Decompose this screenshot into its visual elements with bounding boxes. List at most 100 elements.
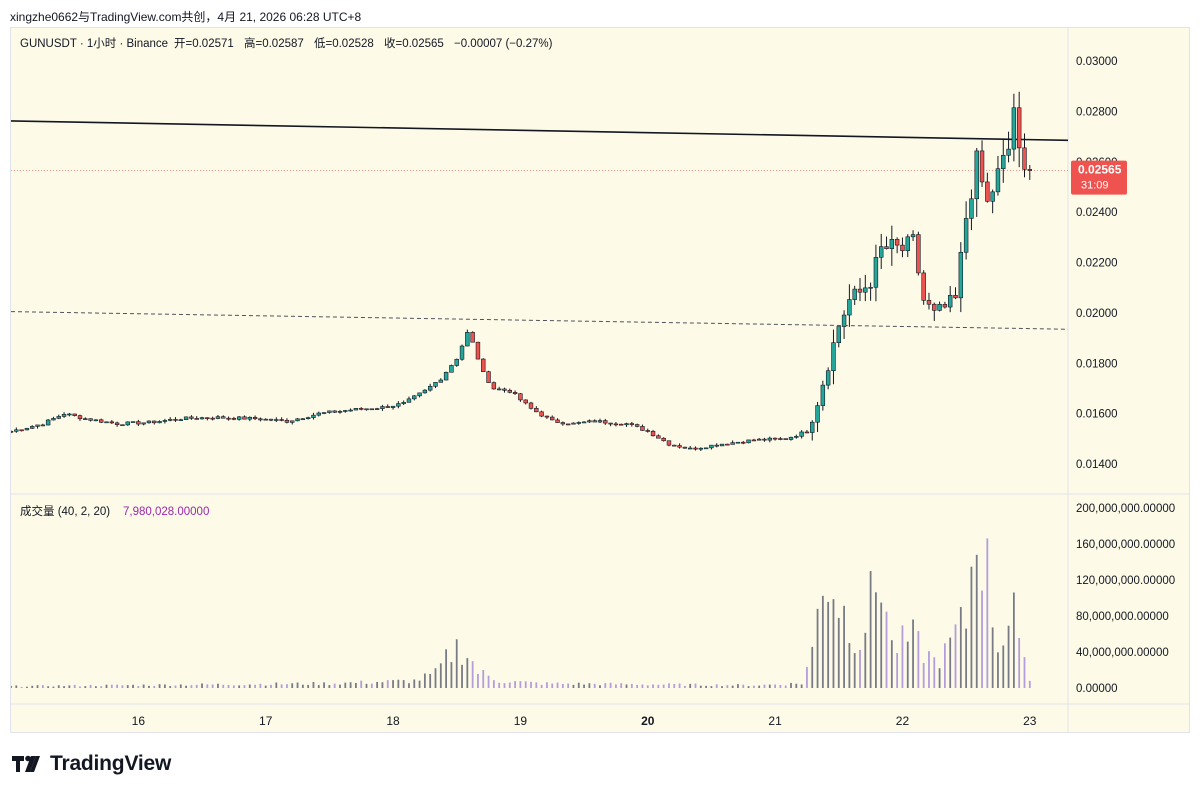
- volume-tick-label: 200,000,000.00000: [1076, 503, 1175, 515]
- volume-bar: [890, 640, 893, 688]
- volume-bar: [652, 684, 654, 688]
- volume-bar: [758, 685, 761, 688]
- candle: [810, 420, 815, 441]
- candle: [677, 443, 682, 449]
- volume-bar: [784, 685, 787, 688]
- price-tag-countdown: 31:09: [1081, 180, 1109, 192]
- volume-bar: [471, 661, 474, 688]
- volume-bar: [105, 684, 108, 688]
- candle-body: [327, 410, 332, 413]
- volume-bar: [47, 686, 50, 688]
- candle-body: [422, 389, 428, 394]
- candle-body: [496, 388, 502, 391]
- volume-bar: [275, 682, 278, 688]
- resistance-trendline[interactable]: [11, 120, 1069, 142]
- candle: [417, 392, 422, 398]
- volume-bar: [307, 684, 310, 688]
- candle-body: [735, 441, 741, 444]
- candle: [337, 410, 343, 414]
- volume-bar: [912, 619, 914, 688]
- candle: [725, 443, 730, 446]
- volume-bar: [413, 679, 416, 688]
- legend-change: −0.00007 (−0.27%): [454, 38, 553, 50]
- candle: [799, 430, 804, 439]
- volume-bar: [970, 566, 973, 688]
- support-trendline[interactable]: [11, 311, 1069, 330]
- candle: [300, 418, 306, 421]
- volume-bar: [317, 685, 320, 688]
- candle-body: [321, 412, 327, 414]
- candle-body: [141, 422, 146, 425]
- volume-bar: [774, 684, 776, 688]
- candle-body: [847, 299, 852, 316]
- candle-body: [730, 442, 735, 445]
- candle-body: [979, 150, 985, 183]
- candle-body: [120, 424, 125, 427]
- candle-body: [762, 438, 767, 441]
- volume-bar: [376, 681, 379, 688]
- volume-bar: [859, 649, 861, 688]
- volume-bar: [386, 680, 389, 688]
- volume-bar: [185, 685, 188, 688]
- candle-body: [401, 402, 406, 404]
- volume-bar: [270, 684, 272, 688]
- volume-bar: [726, 685, 729, 688]
- candle: [921, 270, 926, 305]
- candle-body: [592, 420, 597, 423]
- chart-canvas[interactable]: 0.030000.028000.026000.024000.022000.020…: [11, 28, 1189, 732]
- candle-body: [772, 437, 778, 440]
- candle: [974, 147, 979, 217]
- candle-body: [14, 429, 19, 432]
- candle-body: [305, 417, 311, 420]
- candle: [290, 420, 295, 425]
- volume-bar: [673, 683, 676, 688]
- candle-body: [183, 416, 189, 421]
- volume-bar: [41, 685, 44, 688]
- volume-bar: [721, 686, 723, 688]
- volume-bar: [477, 673, 479, 688]
- volume-bar: [625, 684, 628, 688]
- candle-body: [24, 427, 30, 431]
- volume-bar: [540, 684, 543, 688]
- candle-body: [528, 402, 534, 409]
- candle: [205, 417, 210, 421]
- volume-bar: [174, 685, 177, 688]
- candle: [852, 285, 857, 306]
- candle-body: [889, 238, 895, 249]
- candle: [534, 406, 539, 413]
- candle: [390, 405, 396, 410]
- candle-body: [873, 257, 879, 288]
- volume-bar: [1007, 625, 1010, 688]
- candle-body: [449, 365, 454, 373]
- candle-body: [83, 418, 88, 420]
- candle-body: [815, 405, 820, 423]
- volume-bar: [259, 683, 262, 688]
- candle-body: [645, 430, 650, 432]
- price-tick-label: 0.01400: [1076, 459, 1118, 471]
- volume-bar: [519, 681, 522, 688]
- volume-bar: [896, 652, 899, 688]
- volume-bar: [683, 685, 686, 688]
- candle: [242, 415, 247, 420]
- volume-bar: [466, 658, 469, 688]
- legend-high: 高=0.02587: [244, 36, 304, 50]
- candle-body: [459, 345, 465, 360]
- candle-body: [406, 398, 412, 403]
- candle: [380, 404, 385, 411]
- candle-body: [825, 370, 831, 386]
- candle: [687, 445, 693, 450]
- candle: [24, 427, 30, 431]
- candle: [926, 292, 932, 310]
- candle-body: [820, 384, 826, 406]
- candle: [194, 416, 199, 420]
- candle: [1011, 93, 1017, 162]
- candle-body: [831, 342, 836, 372]
- candle-body: [470, 332, 475, 343]
- volume-bar: [514, 681, 516, 688]
- candle: [449, 364, 454, 373]
- volume-bar: [959, 607, 962, 688]
- candle: [491, 381, 497, 390]
- candle: [247, 416, 252, 422]
- candle: [1006, 131, 1011, 163]
- candle-body: [475, 341, 481, 360]
